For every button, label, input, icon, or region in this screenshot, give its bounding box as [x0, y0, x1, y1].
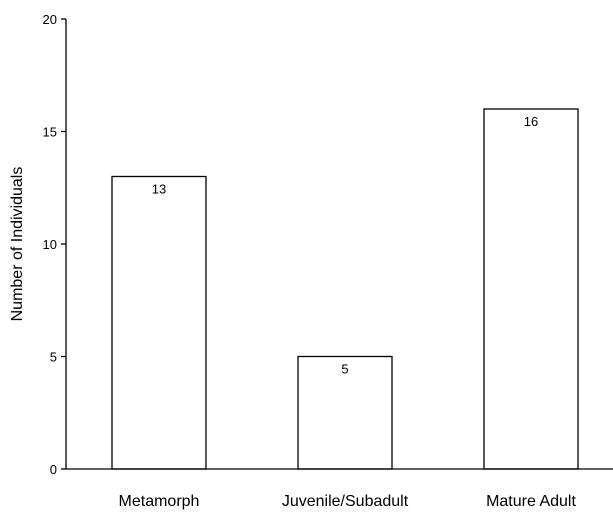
- bar-metamorph: [111, 175, 207, 470]
- bar-value-label: 13: [152, 182, 166, 197]
- y-tick-label: 5: [50, 350, 57, 365]
- x-category-label: Mature Adult: [486, 493, 576, 510]
- bar-value-label: 16: [524, 114, 538, 129]
- y-tick-label: 20: [43, 12, 57, 27]
- x-axis-category-labels: Metamorph Juvenile/Subadult Mature Adult: [119, 493, 577, 510]
- bar-value-label: 5: [341, 362, 348, 377]
- x-category-label: Metamorph: [119, 493, 200, 510]
- y-axis-title: Number of Individuals: [9, 167, 26, 322]
- y-tick-label: 10: [43, 237, 57, 252]
- x-category-label: Juvenile/Subadult: [282, 493, 409, 510]
- bar-juvenile-subadult: [297, 355, 393, 470]
- y-tick-label: 15: [43, 125, 57, 140]
- y-axis-ticks: 0 5 10 15 20: [43, 12, 66, 477]
- bar-mature-adult: [483, 108, 579, 470]
- data-labels: 13 5 16: [152, 114, 538, 377]
- bars: [111, 108, 579, 470]
- y-tick-label: 0: [50, 462, 57, 477]
